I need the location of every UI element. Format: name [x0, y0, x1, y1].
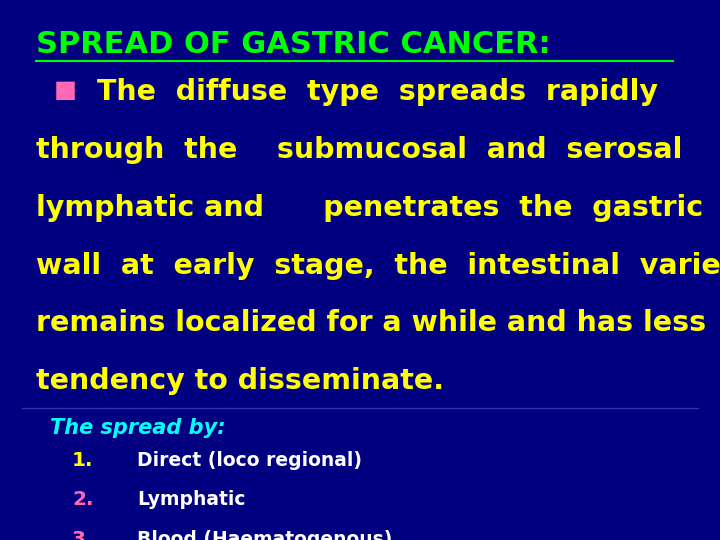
Text: Lymphatic: Lymphatic: [137, 490, 246, 509]
Text: The spread by:: The spread by:: [50, 418, 226, 438]
Text: The  diffuse  type  spreads  rapidly: The diffuse type spreads rapidly: [97, 78, 658, 106]
Text: through  the    submucosal  and  serosal: through the submucosal and serosal: [36, 136, 683, 164]
Text: remains localized for a while and has less: remains localized for a while and has le…: [36, 309, 706, 338]
Text: Direct (loco regional): Direct (loco regional): [137, 451, 362, 470]
Text: wall  at  early  stage,  the  intestinal  variety: wall at early stage, the intestinal vari…: [36, 252, 720, 280]
Text: 3.: 3.: [72, 530, 94, 540]
Text: 2.: 2.: [72, 490, 94, 509]
Text: 1.: 1.: [72, 451, 94, 470]
Text: Blood (Haematogenous): Blood (Haematogenous): [137, 530, 392, 540]
Text: SPREAD OF GASTRIC CANCER:: SPREAD OF GASTRIC CANCER:: [36, 30, 551, 59]
Text: tendency to disseminate.: tendency to disseminate.: [36, 367, 444, 395]
Text: ■: ■: [54, 78, 77, 102]
Text: lymphatic and      penetrates  the  gastric: lymphatic and penetrates the gastric: [36, 194, 703, 222]
